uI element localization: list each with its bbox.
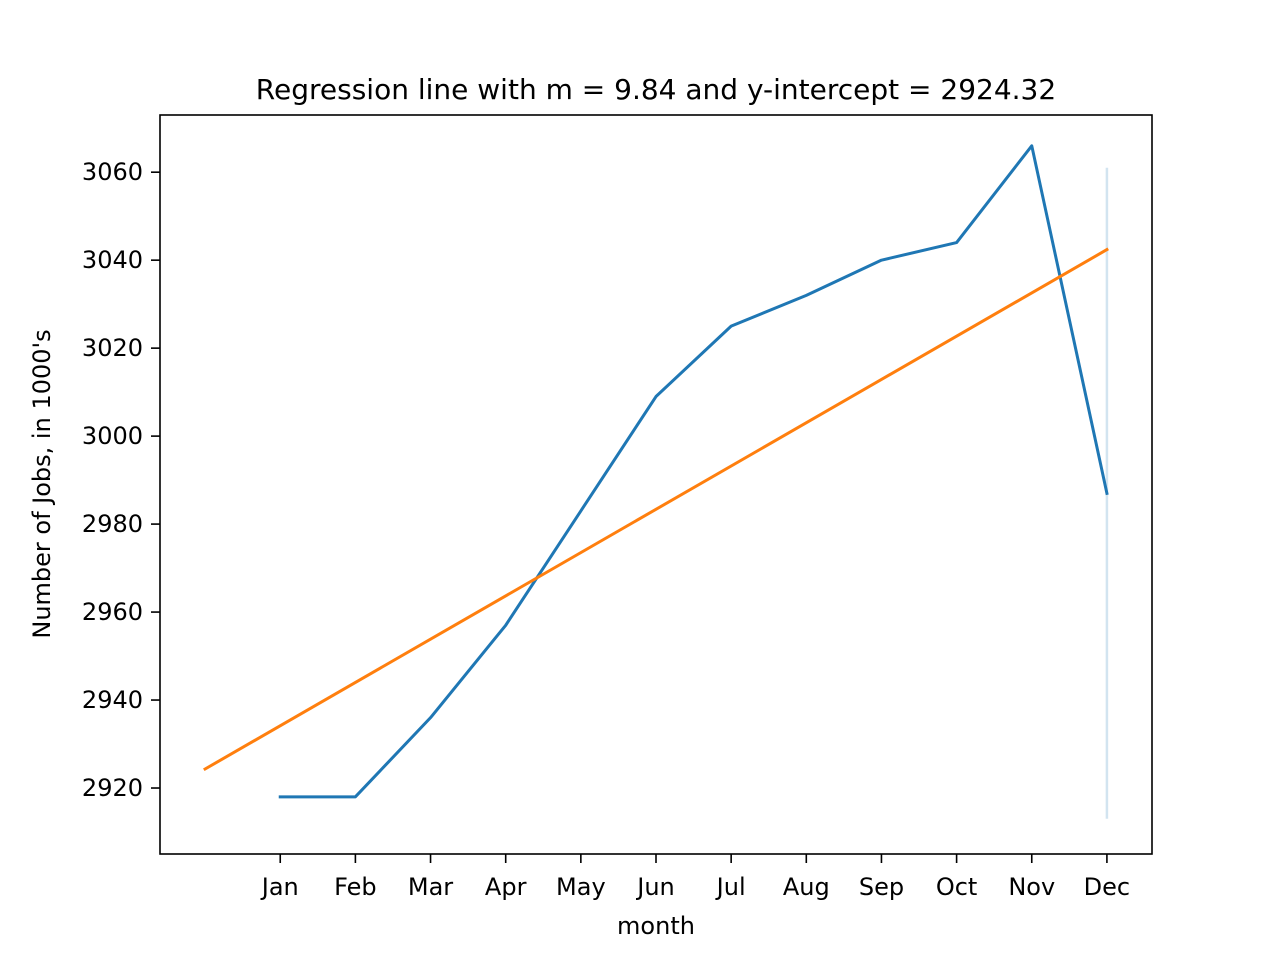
x-tick-label: Nov (1008, 873, 1055, 901)
x-tick-label: Dec (1084, 873, 1130, 901)
y-tick-label: 3000 (82, 422, 143, 450)
x-tick-label: Feb (334, 873, 377, 901)
x-tick-label: Aug (783, 873, 830, 901)
x-tick-label: Oct (936, 873, 978, 901)
x-tick-label: Mar (408, 873, 453, 901)
plot-area (203, 144, 1109, 819)
y-tick-label: 3060 (82, 158, 143, 186)
y-tick-label: 3040 (82, 246, 143, 274)
x-tick-label: May (556, 873, 606, 901)
series-line-regression (203, 247, 1109, 772)
x-tick-label: Sep (859, 873, 904, 901)
x-tick-label: Jun (635, 873, 675, 901)
y-tick-label: 2920 (82, 774, 143, 802)
x-tick-label: Apr (485, 873, 527, 901)
x-axis-label: month (617, 912, 695, 940)
y-tick-label: 2980 (82, 510, 143, 538)
series-line-jobs (278, 144, 1109, 799)
y-tick-label: 3020 (82, 334, 143, 362)
chart-title: Regression line with m = 9.84 and y-inte… (256, 73, 1056, 106)
y-axis: 2920 2940 2960 2980 3000 3020 3040 3060 (82, 158, 160, 802)
y-tick-label: 2940 (82, 686, 143, 714)
x-tick-label: Jul (715, 873, 746, 901)
y-axis-label: Number of Jobs, in 1000's (28, 329, 56, 638)
x-axis: Jan Feb Mar Apr May Jun Jul Aug Sep Oct Nov Dec (260, 854, 1130, 901)
x-tick-label: Jan (260, 873, 299, 901)
y-tick-label: 2960 (82, 598, 143, 626)
